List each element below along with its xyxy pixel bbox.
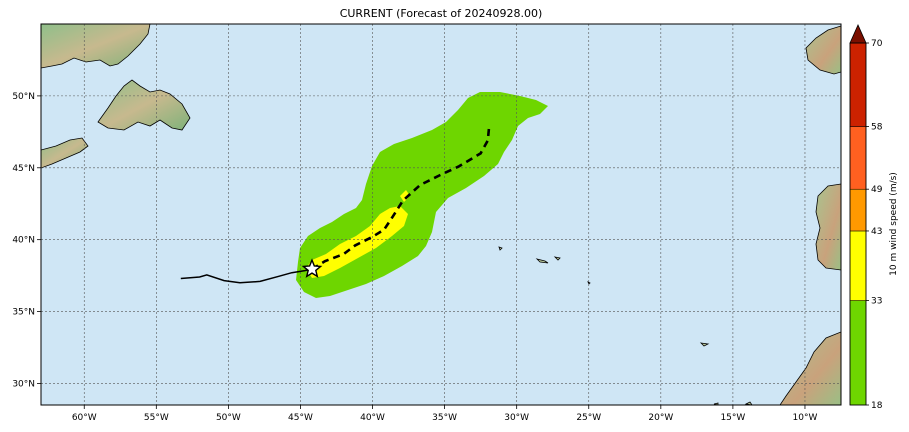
lon-axis: 60°W 55°W 50°W 45°W 40°W 35°W 30°W 25°W 20°W 15°W…	[72, 405, 818, 423]
colorbar-tick-label: 18	[871, 401, 883, 411]
colorbar-bins	[849, 42, 867, 406]
lon-tick-label: 15°W	[720, 413, 745, 423]
lat-axis: 50°N 45°N 40°N 35°N 30°N	[12, 92, 41, 389]
map-frame	[40, 23, 842, 406]
lon-tick-label: 55°W	[144, 413, 169, 423]
land-azores-4	[587, 281, 591, 285]
lon-tick-label: 35°W	[432, 413, 457, 423]
landmass-group	[41, 24, 841, 405]
lon-tick-label: 20°W	[648, 413, 673, 423]
map-title: CURRENT (Forecast of 20240928.00)	[340, 7, 543, 20]
lon-tick-label: 25°W	[576, 413, 601, 423]
colorbar-extend-arrow	[849, 24, 867, 44]
colorbar-bin	[849, 230, 867, 301]
colorbar-tick-label: 43	[871, 227, 882, 237]
land-azores-1	[535, 258, 549, 264]
land-azores-3	[498, 246, 503, 251]
wind-swath-33-43	[306, 206, 408, 278]
ocean	[41, 24, 841, 405]
colorbar-tick-label: 70	[871, 39, 883, 49]
lon-tick-label: 60°W	[72, 413, 97, 423]
lat-tick-label: 50°N	[12, 92, 35, 102]
land-madeira	[699, 342, 710, 347]
current-position-star	[301, 258, 323, 278]
track-observed	[180, 268, 313, 284]
lat-tick-label: 30°N	[12, 379, 35, 389]
gridlines	[41, 24, 841, 405]
colorbar-bin	[849, 126, 867, 190]
lon-tick-label: 50°W	[216, 413, 241, 423]
lon-tick-label: 30°W	[504, 413, 529, 423]
wind-swath-33-43-small	[400, 190, 410, 202]
lon-tick-label: 40°W	[360, 413, 385, 423]
colorbar-tick-label: 58	[871, 123, 883, 133]
lat-tick-label: 45°N	[12, 164, 35, 174]
colorbar-bin	[849, 188, 867, 232]
land-azores-2	[553, 256, 561, 261]
lon-tick-label: 45°W	[288, 413, 313, 423]
lon-tick-label: 10°W	[793, 413, 818, 423]
land-newfoundland-labrador	[41, 24, 151, 69]
land-ireland	[805, 25, 841, 75]
colorbar: 18 33 43 49 58 70 10 m wind speed (m/s)	[849, 24, 899, 411]
colorbar-tick-label: 49	[871, 185, 883, 195]
colorbar-ticks: 18 33 43 49 58 70	[866, 39, 883, 411]
colorbar-bin	[849, 300, 867, 406]
lat-tick-label: 40°N	[12, 236, 35, 246]
colorbar-label: 10 m wind speed (m/s)	[889, 172, 899, 276]
track-forecast	[311, 124, 491, 271]
land-newfoundland-island	[97, 79, 191, 131]
land-iberia	[815, 183, 841, 271]
lat-tick-label: 35°N	[12, 308, 35, 318]
colorbar-frame	[849, 42, 867, 406]
map-panel: 60°W 55°W 50°W 45°W 40°W 35°W 30°W 25°W 20°W 15°W…	[12, 23, 842, 423]
colorbar-tick-label: 33	[871, 297, 882, 307]
land-africa	[779, 331, 841, 405]
colorbar-bin	[849, 42, 867, 127]
